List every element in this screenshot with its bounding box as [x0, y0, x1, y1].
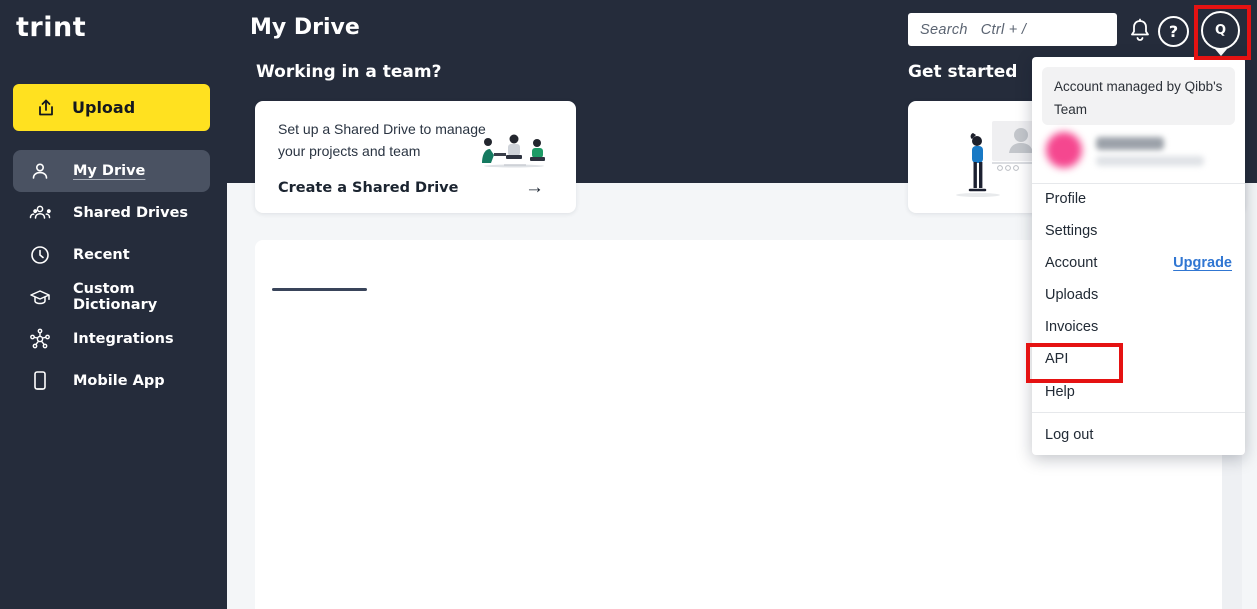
team-illustration	[474, 129, 554, 176]
sidebar-item-label: Mobile App	[73, 373, 165, 389]
account-avatar[interactable]: Q	[1201, 11, 1240, 56]
sidebar-item-recent[interactable]: Recent	[13, 234, 210, 276]
sidebar-item-label: My Drive	[73, 163, 146, 179]
upload-button[interactable]: Upload	[13, 84, 210, 131]
menu-item-log-out[interactable]: Log out	[1045, 427, 1094, 443]
team-heading: Working in a team?	[256, 62, 442, 82]
notifications-bell-icon[interactable]	[1127, 17, 1153, 50]
menu-item-account[interactable]: Account Upgrade	[1045, 255, 1232, 271]
sidebar-item-integrations[interactable]: Integrations	[13, 318, 210, 360]
sidebar-item-label: Shared Drives	[73, 205, 189, 221]
menu-item-invoices[interactable]: Invoices	[1045, 319, 1099, 335]
redacted-user-name	[1096, 137, 1164, 150]
search-input[interactable]	[908, 13, 1117, 46]
clock-icon	[29, 244, 51, 266]
network-icon	[29, 328, 51, 350]
menu-divider	[1032, 183, 1245, 184]
arrow-right-icon[interactable]: →	[525, 177, 544, 198]
menu-item-uploads[interactable]: Uploads	[1045, 287, 1099, 303]
sidebar-item-label: Custom Dictionary	[73, 281, 158, 313]
menu-item-api[interactable]: API	[1045, 351, 1069, 367]
upgrade-link[interactable]: Upgrade	[1173, 255, 1232, 271]
team-promo-card: Set up a Shared Drive to manage your pro…	[255, 101, 576, 213]
person-icon	[29, 160, 51, 182]
team-card-text: Set up a Shared Drive to manage your pro…	[278, 121, 486, 159]
people-icon	[29, 202, 51, 224]
sidebar-item-shared-drives[interactable]: Shared Drives	[13, 192, 210, 234]
menu-item-help[interactable]: Help	[1045, 384, 1075, 400]
avatar-letter: Q	[1214, 23, 1227, 38]
phone-icon	[29, 370, 51, 392]
menu-divider	[1032, 412, 1245, 413]
redacted-user-email	[1096, 156, 1204, 166]
sidebar-item-my-drive[interactable]: My Drive	[13, 150, 210, 192]
account-dropdown-menu: Account managed by Qibb's Team Profile S…	[1032, 57, 1245, 455]
sidebar-item-label: Recent	[73, 247, 130, 263]
upload-label: Upload	[72, 98, 136, 117]
menu-item-profile[interactable]: Profile	[1045, 191, 1087, 207]
managed-account-note: Account managed by Qibb's Team	[1042, 67, 1235, 125]
trint-logo: trint	[16, 12, 87, 43]
upload-icon	[35, 97, 57, 119]
help-icon[interactable]: ?	[1158, 16, 1189, 47]
sidebar-item-custom-dictionary[interactable]: Custom Dictionary	[13, 276, 210, 318]
menu-item-settings[interactable]: Settings	[1045, 223, 1098, 239]
sidebar: trint Upload My Drive Shared Drives Rece…	[0, 0, 227, 609]
get-started-heading: Get started	[908, 62, 1018, 82]
sidebar-item-mobile-app[interactable]: Mobile App	[13, 360, 210, 402]
create-shared-drive-link[interactable]: Create a Shared Drive	[278, 180, 459, 196]
active-tab-underline	[272, 288, 367, 291]
search-box	[908, 13, 1117, 46]
user-avatar	[1046, 132, 1082, 168]
page-title: My Drive	[250, 15, 360, 40]
sidebar-item-label: Integrations	[73, 331, 174, 347]
grad-cap-icon	[29, 286, 51, 308]
